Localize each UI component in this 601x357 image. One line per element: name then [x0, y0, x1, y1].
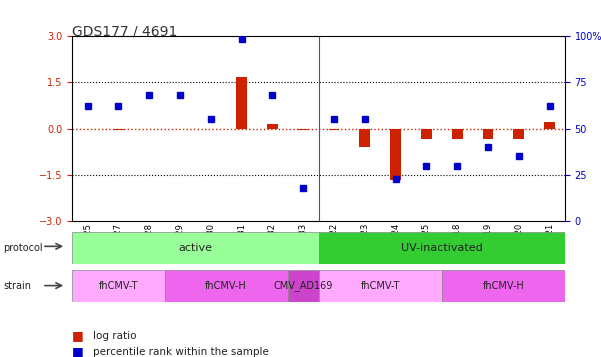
Bar [267, 124, 278, 129]
FancyBboxPatch shape [72, 270, 165, 302]
Bar [544, 122, 555, 129]
Text: percentile rank within the sample: percentile rank within the sample [93, 347, 269, 357]
Bar [390, 129, 401, 180]
Bar [421, 129, 432, 139]
Text: ■: ■ [72, 329, 84, 342]
Bar [113, 129, 124, 130]
Bar [452, 129, 463, 139]
FancyBboxPatch shape [319, 232, 565, 264]
Text: fhCMV-H: fhCMV-H [483, 281, 524, 291]
FancyBboxPatch shape [442, 270, 565, 302]
FancyBboxPatch shape [319, 270, 442, 302]
Text: protocol: protocol [3, 243, 43, 253]
Text: UV-inactivated: UV-inactivated [401, 243, 483, 253]
FancyBboxPatch shape [165, 270, 288, 302]
Text: active: active [178, 243, 212, 253]
Text: strain: strain [3, 281, 31, 291]
FancyBboxPatch shape [288, 270, 319, 302]
Text: GDS177 / 4691: GDS177 / 4691 [72, 25, 177, 39]
Text: fhCMV-H: fhCMV-H [206, 281, 247, 291]
Bar [329, 129, 340, 130]
Text: log ratio: log ratio [93, 331, 136, 341]
Bar [297, 129, 308, 130]
Bar [359, 129, 370, 147]
Text: fhCMV-T: fhCMV-T [361, 281, 400, 291]
Bar [236, 77, 247, 129]
Text: ■: ■ [72, 345, 84, 357]
Bar [513, 129, 524, 139]
Text: fhCMV-T: fhCMV-T [99, 281, 138, 291]
FancyBboxPatch shape [72, 232, 319, 264]
Bar [483, 129, 493, 139]
Text: CMV_AD169: CMV_AD169 [273, 280, 333, 291]
